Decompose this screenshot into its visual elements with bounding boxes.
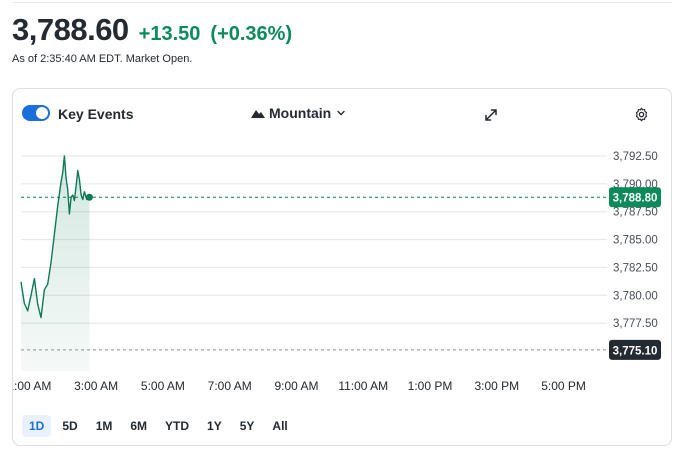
- price-line: 3,788.60 +13.50 (+0.36%): [12, 12, 292, 48]
- price-change-percent: (+0.36%): [210, 23, 293, 45]
- previous-close-badge-text: 3,775.10: [613, 345, 658, 357]
- range-button-1y[interactable]: 1Y: [207, 419, 222, 433]
- x-tick-label: 5:00 AM: [141, 379, 185, 393]
- y-tick-label: 3,777.50: [613, 318, 658, 330]
- current-price-badge-bg: [609, 187, 661, 208]
- range-button-1d[interactable]: 1D: [22, 415, 52, 437]
- x-tick-label: 7:00 AM: [208, 379, 252, 393]
- mountain-icon: [251, 110, 265, 118]
- key-events-label[interactable]: Key Events: [58, 106, 134, 122]
- x-axis-labels: 1:00 AM 3:00 AM 5:00 AM 7:00 AM 9:00 AM 11:00…: [13, 379, 586, 393]
- quote-header: 3,788.60 +13.50 (+0.36%) As of 2:35:40 A…: [12, 12, 292, 65]
- x-tick-label: 5:00 PM: [541, 379, 586, 393]
- y-axis-labels: 3,792.503,790.003,787.503,785.003,782.50…: [613, 151, 658, 330]
- y-tick-label: 3,785.00: [613, 235, 658, 247]
- price-chart[interactable]: 3,792.503,790.003,787.503,785.003,782.50…: [13, 89, 671, 399]
- price-area-layer: [20, 155, 93, 371]
- gear-icon: [635, 107, 647, 121]
- chart-type-label: Mountain: [269, 105, 332, 121]
- chart-settings-button[interactable]: [631, 104, 651, 124]
- x-tick-label: 11:00 AM: [338, 379, 388, 393]
- range-button-all[interactable]: All: [272, 419, 288, 433]
- chart-card: Key Events Mountain 3,792.50 3,790.0: [12, 88, 672, 446]
- y-tick-label: 3,782.50: [613, 262, 658, 274]
- current-price: 3,788.60: [12, 12, 129, 47]
- quote-timestamp: As of 2:35:40 AM EDT. Market Open.: [12, 53, 193, 65]
- range-button-6m[interactable]: 6M: [130, 419, 148, 433]
- range-button-5d[interactable]: 5D: [62, 419, 78, 433]
- x-tick-label: 3:00 AM: [74, 379, 118, 393]
- expand-chart-button[interactable]: [481, 105, 501, 125]
- price-line: [20, 155, 90, 319]
- y-tick-label: 3,787.50: [613, 207, 658, 219]
- x-tick-label: 3:00 PM: [474, 379, 519, 393]
- chart-type-dropdown[interactable]: Mountain: [251, 105, 347, 121]
- range-button-ytd[interactable]: YTD: [165, 419, 190, 433]
- expand-icon: [485, 109, 497, 121]
- top-divider: [12, 2, 672, 3]
- previous-close-badge-bg: [609, 339, 661, 360]
- x-tick-label: 1:00 PM: [408, 379, 453, 393]
- x-tick-label: 9:00 AM: [274, 379, 318, 393]
- key-events-toggle[interactable]: [22, 105, 50, 121]
- chevron-down-icon: [337, 110, 345, 116]
- current-price-badge-text: 3,788.80: [613, 193, 658, 205]
- price-change: +13.50: [138, 23, 201, 45]
- range-button-5y[interactable]: 5Y: [239, 419, 255, 433]
- price-area: [21, 156, 90, 371]
- grid-lines: [21, 155, 607, 324]
- x-tick-label: 1:00 AM: [13, 379, 51, 393]
- range-selector: 1D 5D 1M 6M YTD 1Y 5Y All: [22, 415, 295, 437]
- toggle-knob: [36, 107, 48, 119]
- range-button-1m[interactable]: 1M: [95, 419, 113, 433]
- y-tick-label: 3,792.50: [613, 151, 658, 163]
- price-badges: 3,788.80 3,775.10: [609, 187, 661, 360]
- reference-lines: [21, 196, 609, 351]
- y-tick-label: 3,780.00: [613, 290, 658, 302]
